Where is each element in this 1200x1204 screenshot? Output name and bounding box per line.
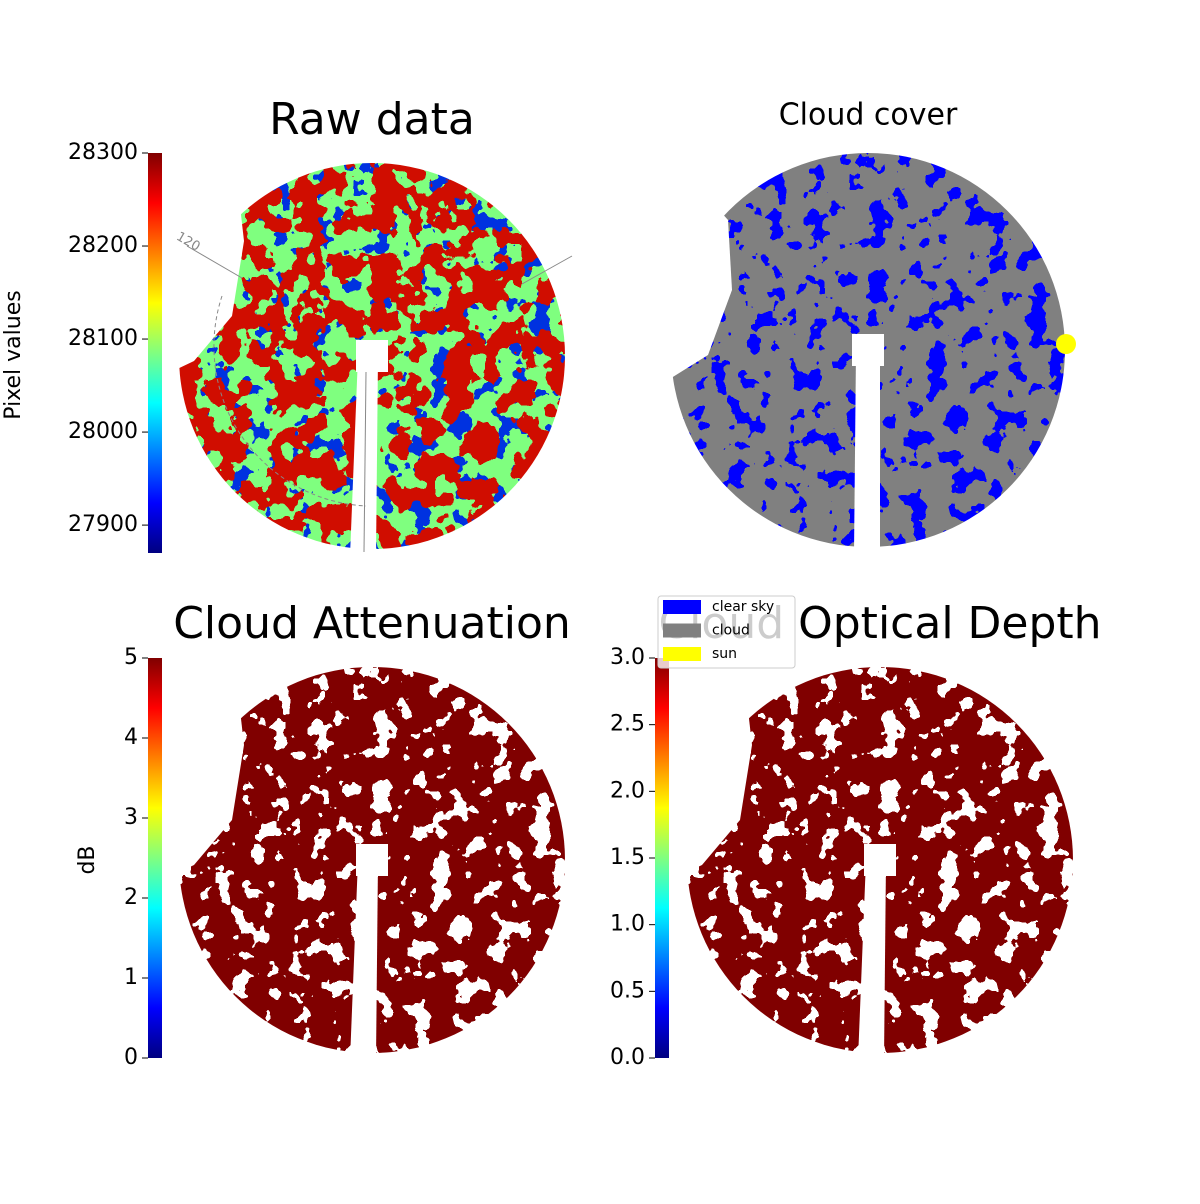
optical-depth-image (680, 660, 1080, 1060)
sun-marker (1056, 334, 1076, 354)
colorbar (655, 658, 669, 1058)
colorbar-tick-label: 1.0 (610, 912, 645, 937)
legend-swatch (663, 647, 701, 661)
legend-label: cloud (712, 623, 750, 639)
colorbar-tick-label: 0.5 (610, 978, 645, 1003)
colorbar-tick-label: 28200 (68, 233, 138, 258)
colorbar-tick-label: 28300 (68, 140, 138, 165)
legend-label: clear sky (712, 599, 774, 615)
colorbar-label: Pixel values (1, 290, 26, 419)
colorbar-tick-label: 3 (124, 805, 138, 830)
colorbar-tick-label: 1 (124, 965, 138, 990)
panel-title: Raw data (269, 94, 475, 145)
panel-title: Cloud cover (779, 98, 958, 133)
polar-grid (186, 245, 573, 553)
colorbar-tick-label: 28100 (68, 326, 138, 351)
colorbar-tick-label: 28000 (68, 419, 138, 444)
panel-title: Cloud Attenuation (173, 598, 571, 649)
colorbar-tick-label: 5 (124, 645, 138, 670)
legend-label: sun (712, 646, 737, 662)
attenuation-image (172, 660, 572, 1060)
colorbar-tick-label: 0.0 (610, 1045, 645, 1070)
colorbar (148, 658, 162, 1058)
legend-swatch (663, 623, 701, 638)
colorbar-tick-label: 2.0 (610, 778, 645, 803)
cloud-cover-image (668, 150, 1068, 550)
colorbar-tick-label: 27900 (68, 512, 138, 537)
colorbar-tick-label: 2.5 (610, 712, 645, 737)
raw-image (172, 156, 572, 556)
colorbar-tick-label: 4 (124, 725, 138, 750)
colorbar (148, 153, 162, 553)
colorbar-tick-label: 0 (124, 1045, 138, 1070)
colorbar-tick-label: 3.0 (610, 645, 645, 670)
legend-swatch (663, 600, 701, 614)
colorbar-tick-label: 1.5 (610, 845, 645, 870)
colorbar-label: dB (75, 845, 100, 874)
colorbar-tick-label: 2 (124, 885, 138, 910)
